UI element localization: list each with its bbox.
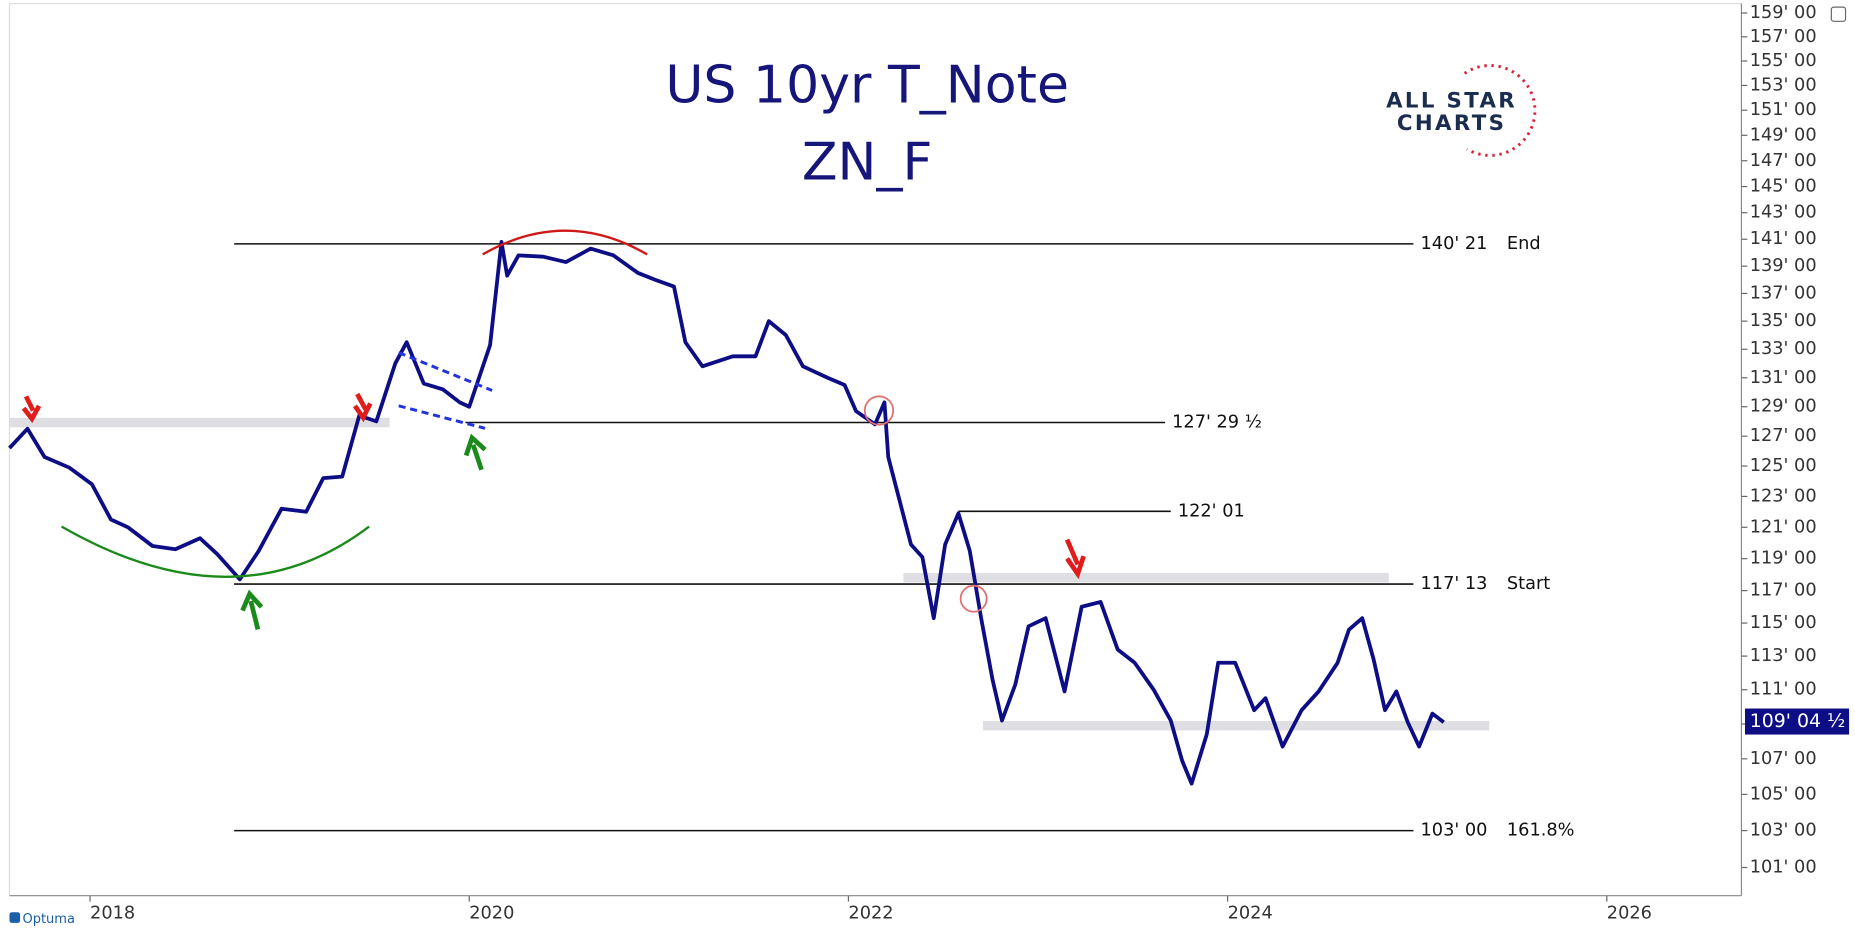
arrow — [240, 589, 264, 631]
y-tick-label: 115' 00 — [1750, 613, 1817, 633]
level-note: Start — [1507, 574, 1550, 594]
y-tick-label: 155' 00 — [1750, 51, 1817, 71]
support-zone — [9, 417, 390, 428]
level-label: 127' 29 ½ — [1172, 413, 1262, 433]
y-tick-label: 103' 00 — [1750, 821, 1817, 841]
y-tick-label: 101' 00 — [1750, 858, 1817, 878]
footer-icon — [9, 912, 21, 923]
arc — [482, 229, 648, 256]
y-tick-label: 141' 00 — [1750, 229, 1817, 249]
circle-marker — [863, 395, 895, 426]
price-line — [8, 240, 1445, 786]
y-tick-label: 111' 00 — [1750, 680, 1817, 700]
level-note: 161.8% — [1507, 821, 1575, 841]
logo-text: CHARTS — [1397, 111, 1506, 136]
arrow — [463, 433, 487, 471]
arrow — [352, 392, 373, 423]
level-label: 122' 01 — [1178, 501, 1245, 521]
level-note: End — [1507, 234, 1541, 254]
footer-text: Optuma — [22, 912, 74, 927]
y-tick-label: 127' 00 — [1750, 426, 1817, 446]
y-tick-label: 133' 00 — [1750, 339, 1817, 359]
x-tick-label: 2026 — [1607, 903, 1652, 923]
y-tick-label: 129' 00 — [1750, 397, 1817, 417]
channel-line — [398, 351, 493, 392]
logo-ring — [1463, 64, 1537, 157]
y-tick-label: 147' 00 — [1750, 151, 1817, 171]
plot-layer — [8, 240, 1490, 832]
level-label: 103' 00 — [1421, 821, 1488, 841]
y-tick-label: 107' 00 — [1750, 749, 1817, 769]
arc — [60, 525, 370, 578]
y-tick-label: 151' 00 — [1750, 100, 1817, 120]
support-zone — [983, 720, 1490, 731]
y-tick-label: 113' 00 — [1750, 646, 1817, 666]
x-tick-label: 2018 — [90, 903, 135, 923]
level-label: 140' 21 — [1421, 234, 1488, 254]
footer-logo: Optuma — [9, 912, 75, 927]
x-tick-label: 2022 — [848, 903, 893, 923]
y-tick-label: 119' 00 — [1750, 549, 1817, 569]
channel-line — [398, 404, 486, 430]
logo-text: ALL STAR — [1386, 89, 1517, 114]
level-label: 117' 13 — [1421, 574, 1488, 594]
last-price-box — [1744, 708, 1850, 735]
annotations — [21, 229, 1086, 631]
chart-subtitle: ZN_F — [802, 133, 933, 193]
y-tick-label: 139' 00 — [1750, 256, 1817, 276]
logo: ALL STAR CHARTS — [1386, 64, 1537, 157]
arrow — [21, 395, 42, 424]
last-price-label: 109' 04 ½ — [1750, 710, 1846, 732]
y-tick-label: 131' 00 — [1750, 368, 1817, 388]
y-tick-label: 157' 00 — [1750, 27, 1817, 47]
x-tick-label: 2024 — [1228, 903, 1273, 923]
y-tick-label: 135' 00 — [1750, 311, 1817, 331]
y-tick-label: 105' 00 — [1750, 784, 1817, 804]
lock-icon[interactable] — [1830, 6, 1847, 22]
y-tick-label: 159' 00 — [1750, 3, 1817, 23]
y-tick-label: 117' 00 — [1750, 581, 1817, 601]
y-tick-label: 123' 00 — [1750, 486, 1817, 506]
y-tick-label: 149' 00 — [1750, 125, 1817, 145]
chart-title: US 10yr T_Note — [665, 56, 1069, 116]
y-tick-label: 121' 00 — [1750, 517, 1817, 537]
arrow — [1064, 538, 1086, 580]
y-tick-label: 143' 00 — [1750, 203, 1817, 223]
y-tick-label: 145' 00 — [1750, 177, 1817, 197]
support-zone — [903, 573, 1389, 583]
x-tick-label: 2020 — [469, 903, 514, 923]
circle-marker — [959, 584, 988, 613]
y-tick-label: 153' 00 — [1750, 75, 1817, 95]
y-tick-label: 137' 00 — [1750, 283, 1817, 303]
y-tick-label: 125' 00 — [1750, 456, 1817, 476]
